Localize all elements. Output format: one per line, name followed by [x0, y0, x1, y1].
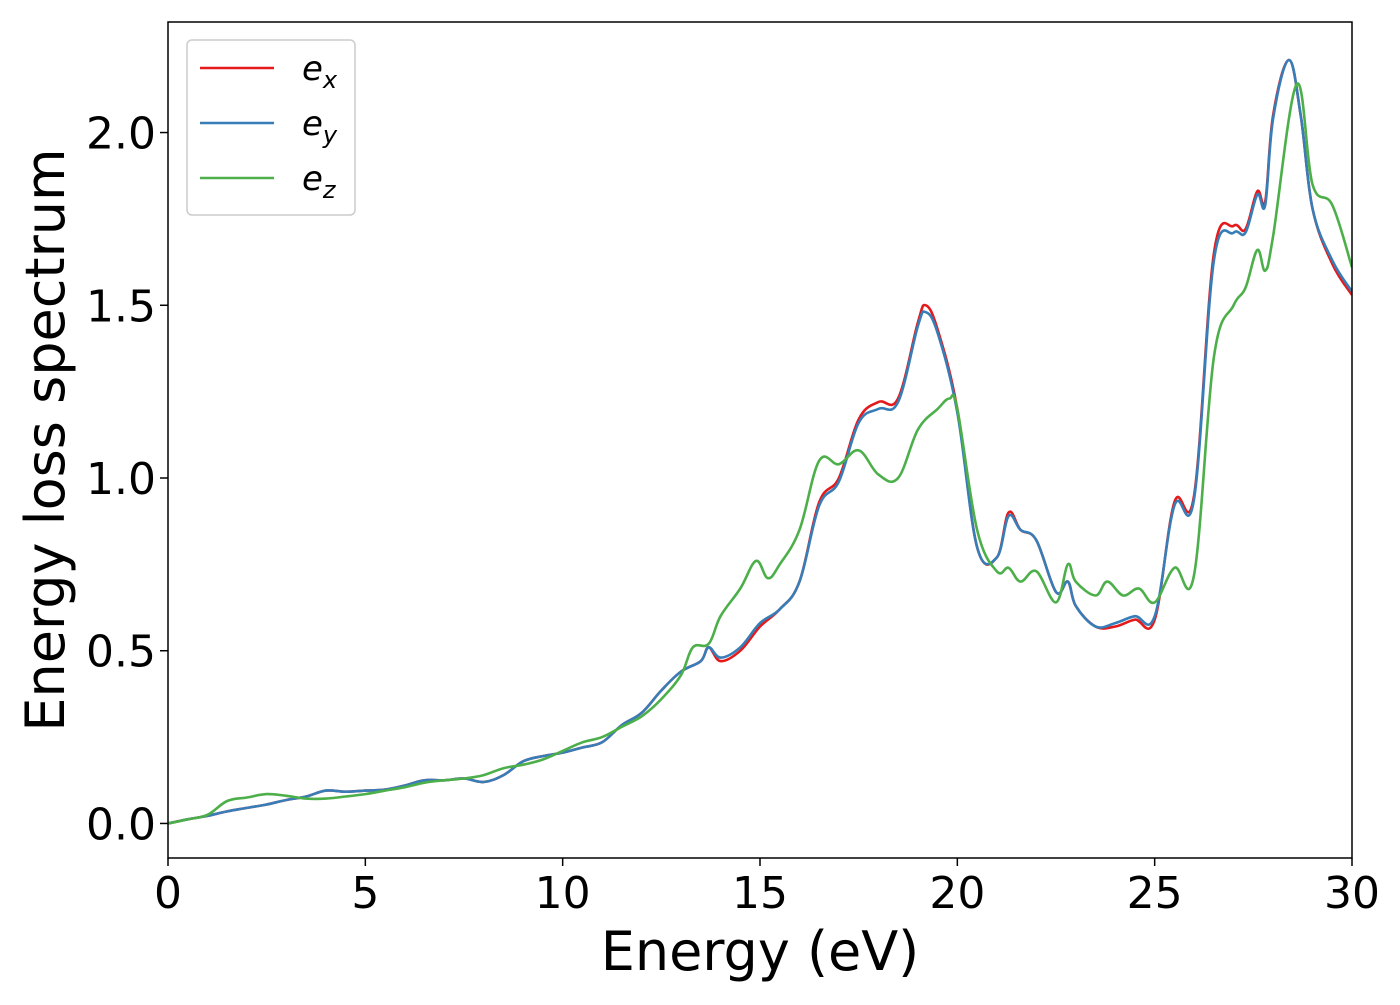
legend-label: ez	[302, 159, 337, 204]
y-tick-label: 0.0	[86, 799, 156, 850]
x-tick-label: 25	[1127, 868, 1183, 919]
x-tick-label: 15	[732, 868, 788, 919]
x-tick-label: 0	[154, 868, 182, 919]
legend-label: ey	[302, 104, 338, 149]
series-line-e-y	[168, 58, 1352, 825]
y-tick-label: 1.0	[86, 454, 156, 505]
series-layer	[168, 58, 1352, 825]
x-tick-label: 20	[929, 868, 985, 919]
x-tick-label: 10	[535, 868, 591, 919]
x-tick-label: 30	[1324, 868, 1380, 919]
y-axis: 0.0 0.5 1.0 1.5 2.0	[86, 109, 168, 850]
series-line-e-z	[168, 82, 1352, 825]
y-axis-label: Energy loss spectrum	[14, 148, 77, 731]
legend-label: ex	[302, 49, 338, 94]
legend: ex ey ez	[186, 39, 356, 216]
x-axis-label: Energy (eV)	[601, 920, 920, 983]
x-axis: 0 5 10 15 20 25 30	[154, 858, 1380, 919]
y-tick-label: 2.0	[86, 109, 156, 160]
y-tick-label: 1.5	[86, 281, 156, 332]
y-tick-label: 0.5	[86, 627, 156, 678]
legend-box	[186, 39, 356, 216]
x-tick-label: 5	[351, 868, 379, 919]
